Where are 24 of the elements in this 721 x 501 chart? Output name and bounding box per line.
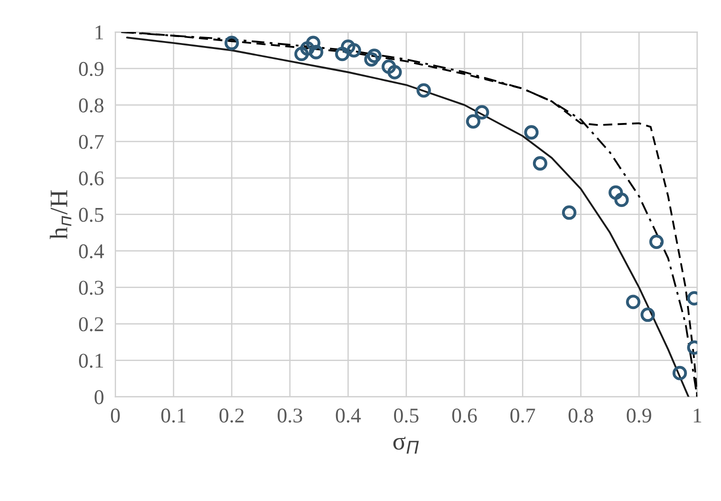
x-tick-label: 0.4 [336, 408, 361, 423]
y-tick-label: 0.4 [79, 244, 104, 258]
y-tick-label: 0.8 [79, 98, 104, 113]
x-tick-label: 0.6 [452, 408, 477, 423]
y-tick-label: 0.1 [79, 354, 103, 368]
y-tick-label: 0.3 [79, 280, 104, 295]
x-tick-label: 0.1 [161, 408, 186, 423]
x-tick-label: 0.5 [394, 408, 418, 423]
y-tick-label: 0.9 [79, 62, 104, 76]
y-tick-label: 0.7 [79, 134, 104, 150]
x-tick-label: 0.3 [278, 408, 302, 423]
x-axis-title: σ$_{П}$ [393, 436, 419, 454]
y-tick-label: 0.5 [79, 208, 104, 222]
y-tick-label: 1 [96, 26, 103, 40]
y-tick-label: 0 [94, 390, 104, 404]
y-axis-title: h$_{п}$/H [50, 190, 72, 240]
x-tick-label: 0.9 [626, 408, 652, 423]
x-tick-label: 0.7 [510, 408, 536, 423]
x-tick-label: 0 [110, 408, 120, 423]
x-tick-label: 1 [694, 408, 702, 422]
x-tick-label: 0.2 [220, 408, 244, 423]
y-tick-label: 0.2 [79, 317, 104, 332]
y-tick-label: 0.6 [79, 171, 104, 186]
x-tick-label: 0.8 [568, 408, 594, 423]
